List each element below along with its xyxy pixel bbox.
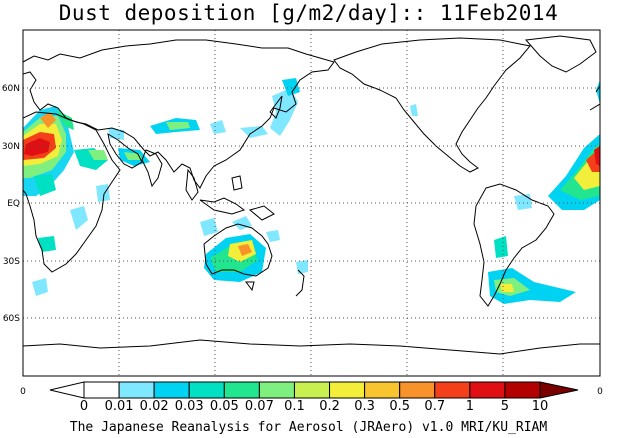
colorbar-label: 0.5 — [389, 399, 410, 414]
colorbar-swatch — [118, 381, 155, 399]
map-frame — [22, 29, 601, 377]
colorbar-edge-left: 0 — [20, 387, 26, 397]
colorbar-swatch — [469, 381, 506, 399]
colorbar-label: 0.2 — [319, 399, 340, 414]
colorbar-label: 0.01 — [105, 399, 134, 414]
colorbar-swatch — [223, 381, 260, 399]
colorbar-swatch — [153, 381, 190, 399]
colorbar-label: 0.05 — [210, 399, 239, 414]
colorbar-swatch — [504, 381, 541, 399]
colorbar-label: 0.7 — [424, 399, 445, 414]
colorbar-swatch — [364, 381, 401, 399]
colorbar-label: 10 — [532, 399, 549, 414]
colorbar-swatch — [258, 381, 295, 399]
colorbar-label: 0.07 — [245, 399, 274, 414]
colorbar-label: 0.02 — [140, 399, 169, 414]
colorbar-edge-right: 0 — [597, 387, 603, 397]
lat-label-30s: 30S — [3, 257, 20, 267]
colorbar-label: 0.3 — [354, 399, 375, 414]
colorbar-swatch — [434, 381, 471, 399]
colorbar-label: 5 — [501, 399, 509, 414]
colorbar-overflow — [539, 381, 579, 399]
coastlines — [23, 35, 600, 355]
lat-label-30n: 30N — [2, 142, 20, 152]
lat-label-eq: EQ — [7, 199, 20, 209]
colorbar-swatch — [188, 381, 225, 399]
footer-credit: The Japanese Reanalysis for Aerosol (JRA… — [69, 420, 548, 435]
colorbar: 0 0.01 0.02 0.03 0.05 0.07 0.1 0.2 0.3 0.5 0.7 1 5 10 — [49, 381, 579, 414]
colorbar-label: 1 — [466, 399, 474, 414]
colorbar-label: 0.03 — [175, 399, 204, 414]
colorbar-label: 0.1 — [284, 399, 305, 414]
colorbar-swatch — [83, 381, 120, 399]
colorbar-swatch — [293, 381, 331, 399]
dust-shading — [23, 78, 600, 304]
colorbar-label: 0 — [80, 399, 88, 414]
graticule — [23, 30, 600, 376]
lat-label-60s: 60S — [3, 314, 20, 324]
colorbar-swatch — [399, 381, 436, 399]
lat-label-60n: 60N — [2, 84, 20, 94]
colorbar-swatch — [329, 381, 366, 399]
map-title: Dust deposition [g/m2/day]:: 11Feb2014 — [58, 1, 559, 25]
colorbar-underflow — [49, 381, 85, 399]
